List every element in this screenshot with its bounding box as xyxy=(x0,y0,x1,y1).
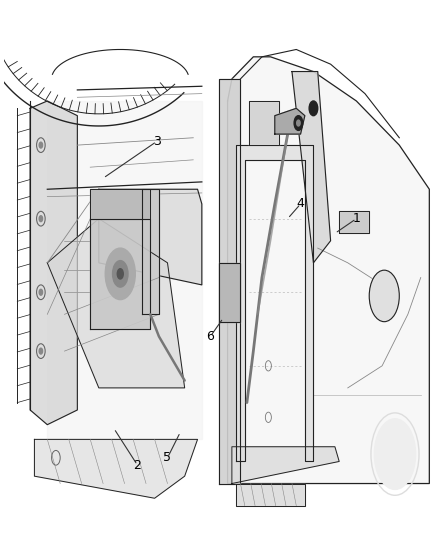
Polygon shape xyxy=(236,483,305,506)
Polygon shape xyxy=(90,219,150,329)
Circle shape xyxy=(294,116,303,131)
Circle shape xyxy=(374,419,416,489)
Polygon shape xyxy=(99,189,202,285)
Polygon shape xyxy=(142,189,159,314)
Polygon shape xyxy=(35,439,198,498)
Polygon shape xyxy=(339,211,369,233)
Polygon shape xyxy=(228,57,429,483)
Text: 6: 6 xyxy=(206,330,214,343)
Circle shape xyxy=(369,270,399,322)
Polygon shape xyxy=(275,108,305,134)
Circle shape xyxy=(113,261,128,287)
Circle shape xyxy=(39,216,42,222)
Polygon shape xyxy=(30,101,78,425)
Polygon shape xyxy=(232,447,339,483)
Text: 1: 1 xyxy=(353,212,360,225)
Polygon shape xyxy=(219,263,240,322)
Text: 4: 4 xyxy=(297,197,304,211)
Circle shape xyxy=(105,248,135,300)
Circle shape xyxy=(117,269,123,279)
Polygon shape xyxy=(47,219,185,388)
Polygon shape xyxy=(249,101,279,145)
Text: 2: 2 xyxy=(134,458,141,472)
Polygon shape xyxy=(236,145,314,462)
Polygon shape xyxy=(47,101,202,439)
Circle shape xyxy=(39,289,42,295)
Polygon shape xyxy=(90,189,150,219)
Polygon shape xyxy=(292,71,331,263)
Circle shape xyxy=(309,101,318,116)
Text: 5: 5 xyxy=(163,451,172,464)
Circle shape xyxy=(297,120,300,126)
Circle shape xyxy=(39,348,42,354)
Polygon shape xyxy=(219,79,240,483)
Text: 3: 3 xyxy=(153,135,161,148)
Circle shape xyxy=(39,142,42,148)
